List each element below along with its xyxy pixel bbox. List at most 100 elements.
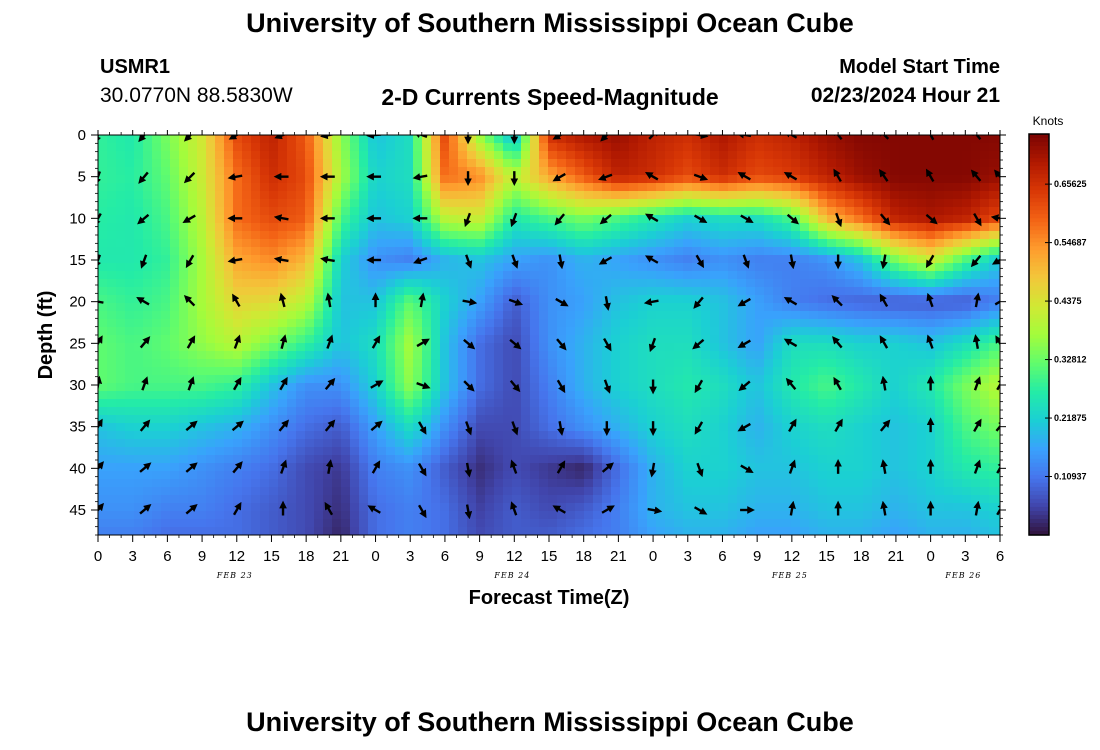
heatmap-cell	[440, 471, 450, 480]
heatmap-cell	[692, 183, 702, 192]
heatmap-cell	[269, 447, 279, 456]
heatmap-cell	[917, 263, 927, 272]
heatmap-cell	[521, 143, 531, 152]
heatmap-cell	[215, 343, 225, 352]
heatmap-cell	[791, 239, 801, 248]
heatmap-cell	[197, 423, 207, 432]
heatmap-cell	[332, 375, 342, 384]
heatmap-cell	[278, 231, 288, 240]
heatmap-cell	[521, 207, 531, 216]
heatmap-cell	[638, 271, 648, 280]
heatmap-cell	[710, 287, 720, 296]
heatmap-cell	[926, 287, 936, 296]
heatmap-cell	[917, 327, 927, 336]
heatmap-cell	[404, 447, 414, 456]
heatmap-cell	[521, 199, 531, 208]
heatmap-cell	[449, 159, 459, 168]
heatmap-cell	[701, 327, 711, 336]
heatmap-cell	[350, 407, 360, 416]
heatmap-cell	[980, 183, 990, 192]
heatmap-cell	[998, 415, 1000, 424]
heatmap-cell	[539, 295, 549, 304]
heatmap-cell	[242, 199, 252, 208]
heatmap-cell	[638, 511, 648, 520]
heatmap-cell	[593, 471, 603, 480]
heatmap-cell	[872, 175, 882, 184]
heatmap-cell	[404, 407, 414, 416]
heatmap-cell	[197, 207, 207, 216]
heatmap-cell	[566, 239, 576, 248]
heatmap-cell	[656, 519, 666, 528]
heatmap-cell	[827, 287, 837, 296]
heatmap-cell	[971, 311, 981, 320]
heatmap-cell	[548, 479, 558, 488]
heatmap-cell	[890, 503, 900, 512]
heatmap-cell	[377, 391, 387, 400]
heatmap-cell	[611, 311, 621, 320]
heatmap-cell	[890, 159, 900, 168]
heatmap-cell	[215, 303, 225, 312]
heatmap-cell	[188, 375, 198, 384]
heatmap-cell	[773, 151, 783, 160]
heatmap-cell	[233, 359, 243, 368]
heatmap-cell	[161, 183, 171, 192]
heatmap-cell	[134, 471, 144, 480]
heatmap-cell	[818, 159, 828, 168]
heatmap-cell	[962, 423, 972, 432]
heatmap-cell	[359, 183, 369, 192]
heatmap-cell	[602, 359, 612, 368]
heatmap-cell	[539, 151, 549, 160]
heatmap-cell	[737, 415, 747, 424]
heatmap-cell	[170, 375, 180, 384]
heatmap-cell	[305, 527, 315, 535]
heatmap-cell	[143, 311, 153, 320]
heatmap-cell	[728, 239, 738, 248]
heatmap-cell	[197, 167, 207, 176]
heatmap-cell	[143, 183, 153, 192]
heatmap-cell	[350, 255, 360, 264]
heatmap-cell	[620, 471, 630, 480]
heatmap-cell	[512, 335, 522, 344]
heatmap-cell	[728, 167, 738, 176]
heatmap-cell	[134, 407, 144, 416]
heatmap-cell	[701, 303, 711, 312]
heatmap-cell	[692, 255, 702, 264]
heatmap-cell	[404, 175, 414, 184]
heatmap-cell	[854, 279, 864, 288]
heatmap-cell	[809, 399, 819, 408]
heatmap-cell	[107, 463, 117, 472]
heatmap-cell	[188, 367, 198, 376]
heatmap-cell	[170, 143, 180, 152]
heatmap-cell	[521, 351, 531, 360]
heatmap-cell	[170, 367, 180, 376]
heatmap-cell	[332, 407, 342, 416]
heatmap-cell	[620, 463, 630, 472]
heatmap-cell	[134, 239, 144, 248]
heatmap-cell	[557, 471, 567, 480]
heatmap-cell	[818, 519, 828, 528]
heatmap-cell	[620, 359, 630, 368]
heatmap-cell	[278, 287, 288, 296]
heatmap-cell	[800, 295, 810, 304]
heatmap-cell	[386, 271, 396, 280]
heatmap-cell	[512, 255, 522, 264]
heatmap-cell	[476, 479, 486, 488]
heatmap-cell	[269, 167, 279, 176]
heatmap-cell	[242, 359, 252, 368]
heatmap-cell	[665, 207, 675, 216]
heatmap-cell	[512, 375, 522, 384]
heatmap-cell	[251, 495, 261, 504]
heatmap-cell	[251, 159, 261, 168]
heatmap-cell	[638, 159, 648, 168]
heatmap-cell	[836, 191, 846, 200]
heatmap-cell	[305, 503, 315, 512]
heatmap-cell	[719, 407, 729, 416]
heatmap-cell	[872, 159, 882, 168]
heatmap-cell	[404, 527, 414, 535]
heatmap-cell	[881, 279, 891, 288]
heatmap-cell	[899, 431, 909, 440]
heatmap-cell	[368, 247, 378, 256]
heatmap-cell	[449, 447, 459, 456]
heatmap-cell	[413, 399, 423, 408]
heatmap-cell	[602, 495, 612, 504]
